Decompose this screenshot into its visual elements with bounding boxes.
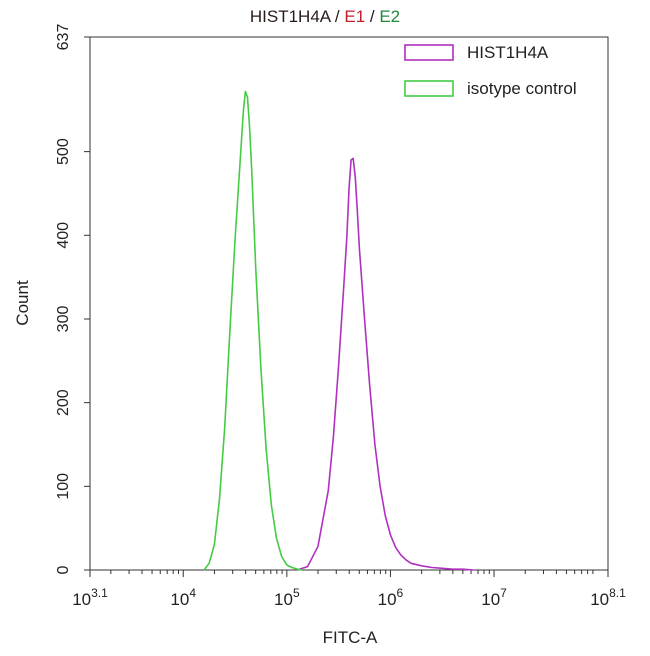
legend: HIST1H4A isotype control (404, 43, 577, 98)
x-tick-base: 10 (274, 590, 293, 609)
x-tick-label: 105 (274, 586, 300, 609)
x-axis-label: FITC-A (323, 628, 378, 647)
y-tick-label: 0 (55, 565, 72, 574)
x-tick-exponent: 6 (397, 586, 404, 600)
x-tick-base: 10 (170, 590, 189, 609)
title-part-0: HIST1H4A (250, 7, 332, 26)
y-tick-label: 200 (55, 389, 72, 416)
x-tick-base: 10 (378, 590, 397, 609)
x-tick-base: 10 (590, 590, 609, 609)
legend-label: isotype control (467, 79, 577, 98)
legend-label: HIST1H4A (467, 43, 549, 62)
title-part-1: / (330, 7, 344, 26)
y-tick-label: 500 (55, 138, 72, 165)
x-tick-label: 107 (481, 586, 507, 609)
x-tick-label: 108.1 (590, 586, 626, 609)
y-tick-label: 400 (55, 222, 72, 249)
x-tick-exponent: 7 (500, 586, 507, 600)
x-tick-base: 10 (481, 590, 500, 609)
y-tick-label: 100 (55, 473, 72, 500)
y-tick-label: 300 (55, 306, 72, 333)
title-part-2: E1 (344, 7, 365, 26)
legend-swatch (404, 80, 454, 97)
plot-frame (89, 36, 609, 571)
x-tick-exponent: 8.1 (609, 586, 626, 600)
x-tick-base: 10 (72, 590, 91, 609)
y-tick-label: 637 (55, 24, 72, 51)
x-axis-ticks: 103.1 104 105 106 107 108.1 (72, 570, 626, 609)
series-line-0 (296, 157, 474, 571)
chart-title: HIST1H4A / E1 / E2 (250, 7, 400, 26)
x-tick-label: 103.1 (72, 586, 108, 609)
x-tick-label: 106 (378, 586, 404, 609)
x-tick-exponent: 5 (293, 586, 300, 600)
x-tick-exponent: 4 (189, 586, 196, 600)
x-tick-label: 104 (170, 586, 196, 609)
legend-swatch (404, 44, 454, 61)
y-axis-ticks: 0 100 200 300 400 500 637 (55, 24, 90, 574)
title-part-3: / (365, 7, 379, 26)
x-tick-exponent: 3.1 (91, 586, 108, 600)
series-line-1 (203, 90, 303, 571)
series-layer (203, 90, 474, 571)
title-part-4: E2 (379, 7, 400, 26)
y-axis-label: Count (13, 280, 32, 326)
